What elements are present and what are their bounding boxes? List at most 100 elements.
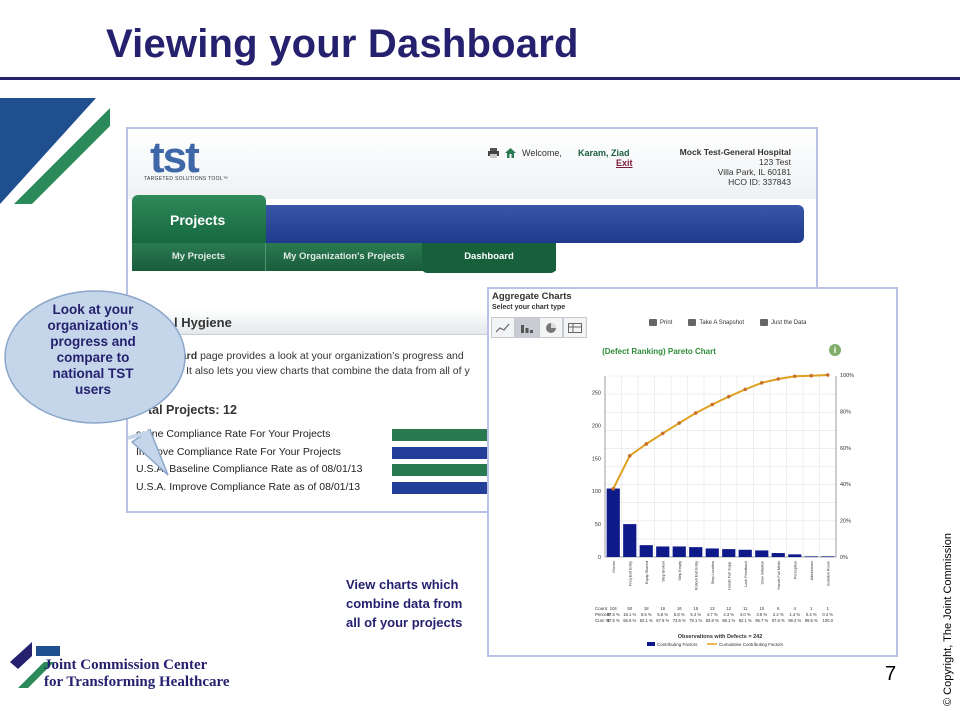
subnav-organization-projects[interactable]: My Organization's Projects (283, 251, 405, 262)
bar-chart-icon[interactable] (515, 317, 539, 338)
projects-subnav: My Projects My Organization's Projects D… (132, 243, 556, 273)
legend-swatch (647, 642, 655, 646)
cumulative-point (710, 402, 715, 407)
x-tick-label: Lack Feedback (744, 561, 748, 587)
title-rule (0, 77, 960, 80)
print-action[interactable]: Print (649, 319, 672, 326)
y-tick-label: 200 (592, 423, 601, 429)
callout-line: national TST (52, 366, 134, 381)
table-cell: 15 (693, 606, 698, 611)
note-line: combine data from (346, 596, 463, 611)
cumulative-point (693, 411, 698, 415)
tst-logo: tst (150, 133, 200, 182)
x-tick-label: Isolation Room (826, 561, 830, 586)
cumulative-point (660, 431, 665, 436)
table-cell: 4 (794, 606, 797, 611)
x-tick-label: Step Location (711, 561, 715, 584)
table-cell: 6.5 % (641, 612, 652, 617)
x-tick-label: Rollout Exit Entry (694, 561, 698, 590)
aggregate-charts-title: Aggregate Charts (492, 291, 572, 302)
table-cell: 92.1 % (739, 618, 752, 623)
snapshot-action[interactable]: Take A Snapshot (688, 319, 744, 326)
table-cell: 104 (610, 606, 618, 611)
x-tick-label: Freq Exit Entry (628, 561, 632, 586)
x-tick-label: Step Broken (661, 561, 665, 582)
pareto-bar (623, 524, 637, 557)
y2-tick-label: 60% (840, 446, 851, 452)
metric-row: U.S.A. Baseline Compliance Rate as of 08… (136, 462, 616, 480)
table-cell: 5.4 % (690, 612, 701, 617)
legend-label: Cumulative Contributing Factors (719, 642, 784, 647)
print-icon (649, 319, 657, 326)
chart-type-label: Select your chart type (492, 304, 566, 311)
callout-line: Look at your (52, 302, 134, 317)
table-cell: 5.8 % (657, 612, 668, 617)
tst-header (128, 129, 816, 199)
cumulative-point (611, 486, 616, 491)
table-cell: 13 (710, 606, 715, 611)
pie-chart-icon[interactable] (539, 317, 563, 338)
table-cell: 37.5 % (607, 612, 620, 617)
table-row-label: Cum % (595, 618, 610, 623)
table-cell: 18.1 % (623, 612, 636, 617)
exit-link[interactable]: Exit (616, 158, 633, 168)
user-name: Karam, Ziad (578, 148, 630, 158)
y-tick-label: 50 (595, 522, 601, 528)
table-cell: 16 (660, 606, 665, 611)
metric-row: U.S.A. Improve Compliance Rate as of 08/… (136, 480, 616, 498)
table-cell: 5.8 % (674, 612, 685, 617)
table-cell: 6 (777, 606, 780, 611)
total-projects: tal Projects: 12 (148, 403, 237, 417)
just-data-action[interactable]: Just the Data (760, 319, 806, 326)
cumulative-point (776, 377, 781, 381)
y2-tick-label: 40% (840, 482, 851, 488)
chart-actions: Print Take A Snapshot Just the Data (649, 319, 806, 326)
metric-bar (392, 429, 492, 441)
metric-row: seline Compliance Rate For Your Projects (136, 427, 616, 445)
hospital-address-2: Villa Park, IL 60181 (717, 167, 791, 177)
x-tick-label: Step Empty (678, 561, 682, 581)
metric-label: U.S.A. Baseline Compliance Rate as of 08… (136, 463, 363, 475)
info-icon[interactable]: i (829, 344, 841, 356)
cumulative-point (792, 374, 797, 379)
x-tick-label: Gloves (612, 561, 616, 573)
tab-projects[interactable]: Projects (132, 195, 266, 243)
metric-bar (392, 446, 492, 459)
line-chart-icon[interactable] (491, 317, 515, 338)
print-icon[interactable] (488, 148, 499, 158)
table-cell: 55.6 % (623, 618, 636, 623)
cumulative-point (743, 387, 748, 392)
cumulative-point (809, 373, 814, 378)
pareto-bar (738, 549, 752, 557)
note-line: View charts which (346, 577, 459, 592)
table-cell: 73.6 % (673, 618, 686, 623)
x-axis-label: Observations with Defects = 242 (678, 634, 763, 640)
view-charts-note: View charts which combine data from all … (346, 575, 462, 632)
y-tick-label: 0 (598, 555, 601, 561)
x-tick-label: Admissions (810, 561, 814, 581)
subnav-dashboard[interactable]: Dashboard (422, 243, 556, 273)
camera-icon (688, 319, 697, 326)
pareto-bar (771, 553, 785, 557)
subnav-my-projects[interactable]: My Projects (132, 243, 266, 271)
x-tick-label: Hands Full Supp. (727, 561, 731, 590)
table-cell: 95.7 % (755, 618, 768, 623)
x-tick-label: Perception (793, 561, 797, 579)
table-icon[interactable] (563, 317, 587, 338)
cumulative-line (612, 374, 828, 490)
table-cell: 4.3 % (723, 612, 734, 617)
intro-line-1: page provides a look at your organizatio… (197, 350, 464, 362)
hospital-info: Mock Test-General Hospital 123 Test Vill… (680, 147, 791, 187)
metric-row: Improve Compliance Rate For Your Project… (136, 445, 616, 463)
pareto-bar (689, 547, 703, 557)
home-icon[interactable] (505, 148, 516, 158)
x-tick-label: Hands Full Meds (777, 561, 781, 590)
table-cell: 0.4 % (806, 612, 817, 617)
metric-label: U.S.A. Improve Compliance Rate as of 08/… (136, 480, 361, 493)
table-cell: 11 (743, 606, 748, 611)
table-cell: 100.0 (823, 618, 834, 623)
y2-tick-label: 80% (840, 409, 851, 415)
chart-title: (Defect Ranking) Pareto Chart (602, 347, 716, 356)
callout-line: users (74, 382, 112, 397)
